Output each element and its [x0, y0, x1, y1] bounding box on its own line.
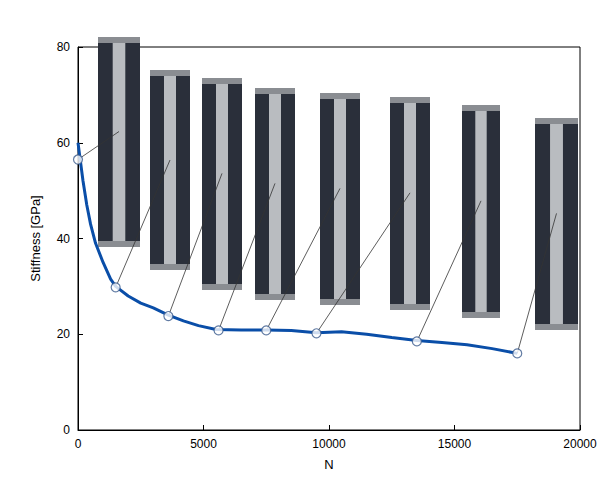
svg-text:0: 0 [63, 423, 70, 437]
svg-text:80: 80 [57, 40, 71, 54]
svg-text:15000: 15000 [438, 437, 472, 451]
svg-text:20: 20 [57, 327, 71, 341]
svg-text:N: N [324, 457, 333, 472]
svg-text:10000: 10000 [312, 437, 346, 451]
svg-text:0: 0 [75, 437, 82, 451]
svg-text:Stiffness [GPa]: Stiffness [GPa] [28, 195, 43, 281]
svg-text:40: 40 [57, 232, 71, 246]
svg-text:20000: 20000 [563, 437, 597, 451]
svg-text:5000: 5000 [190, 437, 217, 451]
svg-text:60: 60 [57, 136, 71, 150]
